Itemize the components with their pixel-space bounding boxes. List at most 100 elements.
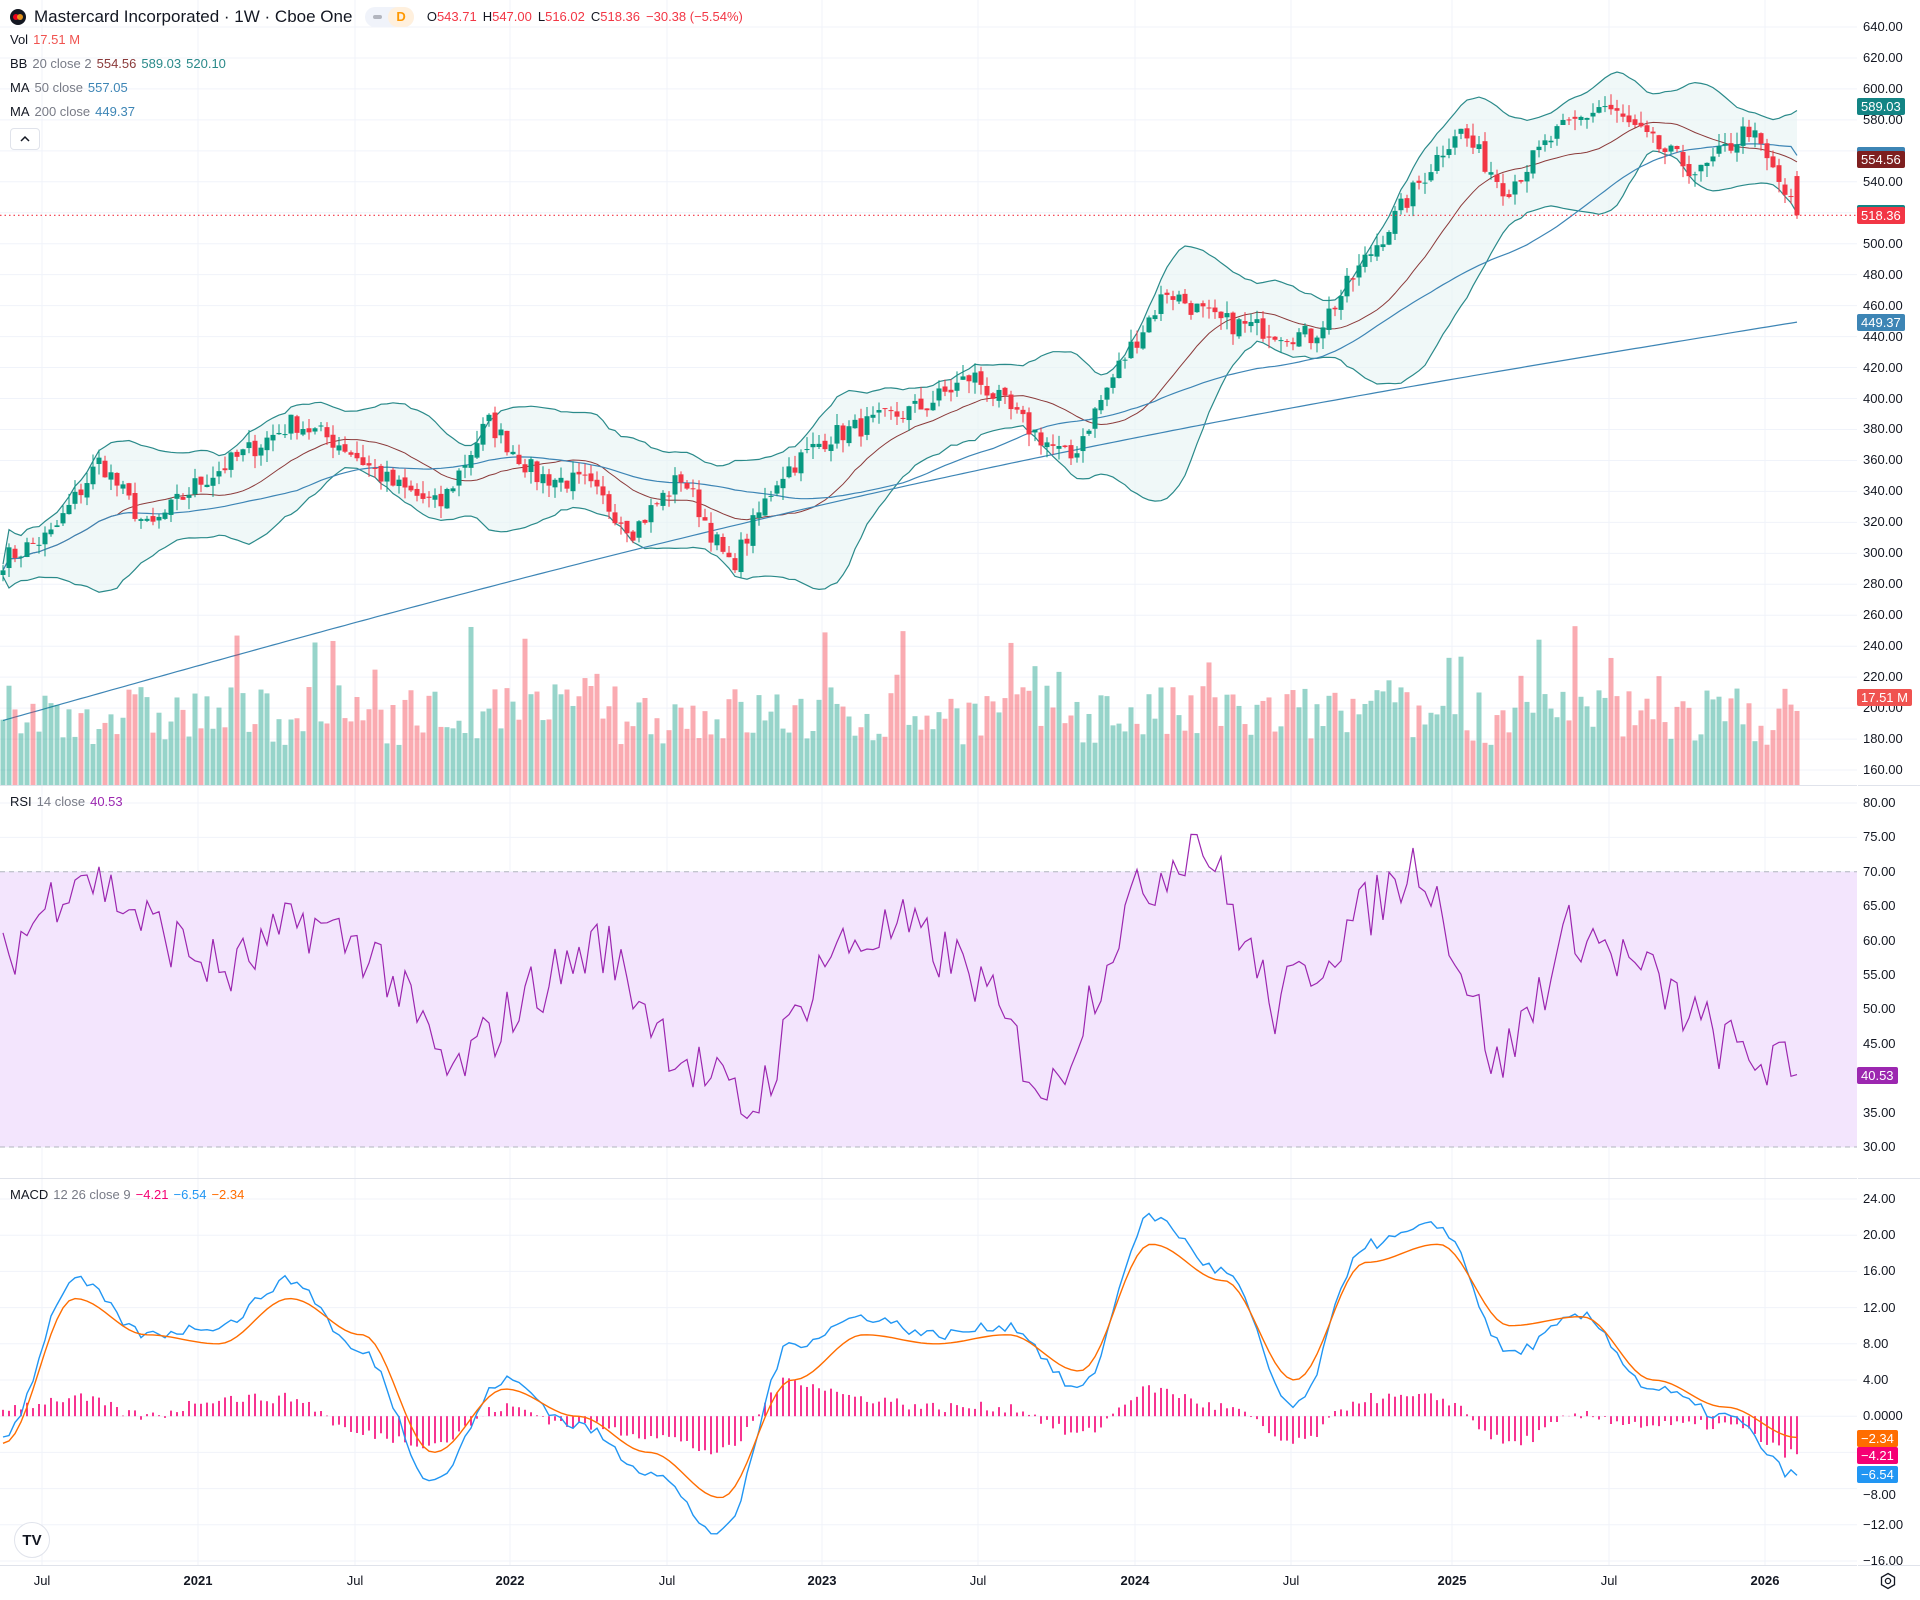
price-axis-label: 260.00	[1863, 607, 1903, 623]
rsi-line	[2, 833, 1798, 1120]
symbol-title[interactable]: Mastercard Incorporated · 1W · Cboe One	[34, 7, 353, 26]
legend-volume[interactable]: Vol 17.51 M	[10, 32, 81, 47]
price-tag: 589.03	[1857, 97, 1905, 115]
macd-axis-label: 0.0000	[1863, 1408, 1903, 1424]
legend-ma200[interactable]: MA 200 close 449.37	[10, 104, 135, 119]
macd-hist-value: −4.21	[135, 1187, 169, 1202]
legend-bollinger[interactable]: BB 20 close 2 554.56 589.03 520.10	[10, 56, 226, 71]
rsi-axis-label: 45.00	[1863, 1035, 1896, 1051]
time-axis-label: 2023	[807, 1573, 837, 1588]
macd-axis-label: 4.00	[1863, 1372, 1889, 1387]
price-axis-label: 420.00	[1863, 359, 1903, 375]
high-value: 547.00	[492, 9, 532, 24]
time-axis-label: Jul	[346, 1573, 364, 1588]
chart-settings-button[interactable]	[1878, 1571, 1898, 1591]
price-axis-label: 480.00	[1863, 266, 1903, 282]
price-axis-label: 380.00	[1863, 421, 1903, 437]
collapse-legend-button[interactable]	[10, 128, 40, 150]
close-value: 518.36	[600, 9, 641, 24]
chevron-up-icon	[20, 135, 30, 142]
bollinger-basis-line	[2, 121, 1798, 571]
price-tag: 449.37	[1857, 314, 1905, 332]
symbol-header: Mastercard Incorporated · 1W · Cboe One …	[10, 7, 743, 27]
macd-axis-label: −8.00	[1863, 1486, 1896, 1502]
price-axis-label: 580.00	[1863, 111, 1903, 127]
bb-basis-value: 554.56	[96, 56, 137, 71]
price-axis-label: 360.00	[1863, 452, 1903, 468]
rsi-axis-label: 75.00	[1863, 829, 1896, 845]
macd-axis-label: −12.00	[1863, 1516, 1904, 1532]
price-axis-label: 440.00	[1863, 328, 1903, 344]
price-axis-label: 180.00	[1863, 731, 1903, 747]
rsi-axis-label: 80.00	[1863, 795, 1896, 810]
rsi-axis-label: 55.00	[1863, 967, 1896, 982]
price-axis-label: 240.00	[1863, 638, 1903, 654]
rsi-axis-label: 60.00	[1863, 932, 1896, 948]
price-tag: 518.36	[1857, 207, 1905, 225]
time-axis-label: Jul	[33, 1573, 51, 1588]
rsi-axis-label: 35.00	[1863, 1104, 1896, 1120]
price-axis-label: 640.00	[1863, 19, 1903, 34]
price-axis-label: 540.00	[1863, 173, 1903, 189]
price-axis-label: 160.00	[1863, 762, 1903, 778]
price-axis-label: 220.00	[1863, 669, 1903, 685]
time-axis-label: 2024	[1120, 1573, 1150, 1588]
tradingview-logo-icon[interactable]: TV	[14, 1522, 50, 1558]
macd-axis-label: 16.00	[1863, 1263, 1896, 1279]
mastercard-logo-icon	[10, 9, 26, 25]
time-axis-label: 2026	[1750, 1573, 1780, 1588]
price-axis-label: 280.00	[1863, 576, 1903, 592]
volume-value: 17.51 M	[33, 32, 81, 47]
ma50-line	[2, 143, 1798, 571]
price-tag: 554.56	[1857, 151, 1905, 169]
macd-tag: −4.21	[1857, 1447, 1898, 1464]
time-axis-label: Jul	[969, 1573, 987, 1588]
ma200-line	[2, 321, 1798, 722]
rsi-band-fill	[0, 871, 1857, 1147]
bollinger-upper-line	[2, 71, 1798, 565]
macd-tag: −2.34	[1857, 1430, 1898, 1447]
macd-signal-value: −2.34	[211, 1187, 245, 1202]
low-value: 516.02	[545, 9, 585, 24]
candles	[0, 94, 1800, 582]
bb-upper-value: 589.03	[141, 56, 182, 71]
time-axis-label: Jul	[658, 1573, 676, 1588]
ohlc-values: O543.71 H547.00 L516.02 C518.36 −30.38 (…	[427, 7, 743, 27]
open-value: 543.71	[436, 9, 477, 24]
legend-rsi[interactable]: RSI 14 close 40.53	[10, 794, 123, 809]
ma50-value: 557.05	[87, 80, 128, 95]
rsi-tag: 40.53	[1857, 1066, 1898, 1084]
ma200-value: 449.37	[95, 104, 135, 119]
market-status-badge[interactable]: D	[365, 7, 414, 27]
rsi-value: 40.53	[90, 794, 123, 809]
legend-ma50[interactable]: MA 50 close 557.05	[10, 80, 128, 95]
time-axis-label: 2022	[495, 1573, 525, 1588]
rsi-axis-label: 50.00	[1863, 1001, 1896, 1017]
price-axis-label: 400.00	[1863, 390, 1903, 406]
legend-macd[interactable]: MACD 12 26 close 9 −4.21 −6.54 −2.34	[10, 1187, 245, 1202]
price-axis-label: 500.00	[1863, 235, 1903, 251]
price-axis-label: 300.00	[1863, 545, 1903, 561]
macd-axis-label: −16.00	[1863, 1553, 1904, 1568]
time-axis-label: 2025	[1437, 1573, 1467, 1588]
time-axis-label: Jul	[1600, 1573, 1618, 1588]
gear-icon	[1880, 1572, 1896, 1590]
bollinger-fill	[3, 71, 1797, 593]
change-value: −30.38 (−5.54%)	[646, 9, 743, 24]
macd-axis-label: 12.00	[1863, 1299, 1896, 1315]
rsi-axis-label: 65.00	[1863, 898, 1896, 914]
bb-lower-value: 520.10	[186, 56, 226, 71]
volume-tag: 17.51 M	[1857, 689, 1912, 706]
price-axis-label: 460.00	[1863, 297, 1903, 313]
macd-line-value: −6.54	[173, 1187, 207, 1202]
macd-signal-line	[2, 1243, 1798, 1499]
delayed-badge: D	[388, 7, 414, 27]
rsi-axis-label: 70.00	[1863, 863, 1896, 879]
price-axis-label: 340.00	[1863, 483, 1903, 499]
macd-axis-label: 20.00	[1863, 1227, 1896, 1243]
bollinger-lower-line	[2, 150, 1798, 593]
rsi-axis-label: 30.00	[1863, 1139, 1896, 1154]
volume-bars	[0, 626, 1800, 785]
macd-line	[2, 1212, 1798, 1535]
